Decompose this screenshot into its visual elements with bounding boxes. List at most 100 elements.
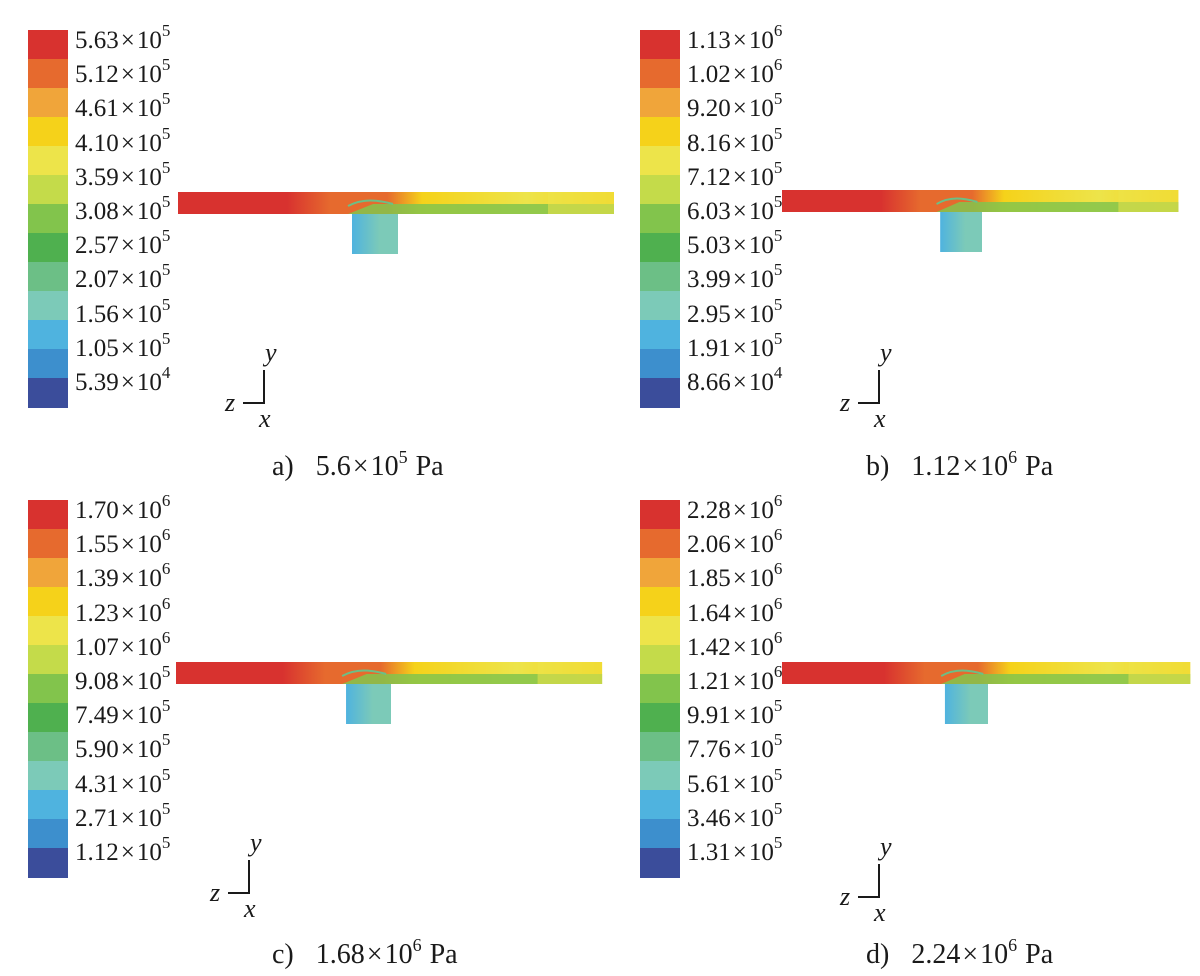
y-axis-line — [263, 370, 265, 404]
color-scale-swatch — [640, 529, 680, 559]
tick-mantissa: 1.39 — [75, 565, 119, 593]
color-scale-swatch — [28, 645, 68, 675]
tick-times: × — [732, 232, 747, 260]
caption-mantissa: 5.6 — [315, 451, 351, 482]
color-scale-tick-label: 1.64×106 — [687, 594, 782, 628]
tick-base: 10 — [136, 300, 162, 328]
tick-mantissa: 6.03 — [687, 198, 731, 225]
color-scale-swatch — [28, 500, 68, 530]
tick-times: × — [732, 531, 747, 559]
tick-times: × — [732, 61, 747, 89]
z-axis-line — [858, 402, 880, 404]
color-scale-swatch — [28, 558, 68, 588]
tick-mantissa: 1.12 — [75, 839, 119, 866]
tick-mantissa: 2.06 — [687, 531, 731, 559]
pipe-flow-streak — [940, 669, 984, 677]
tick-exponent: 5 — [161, 21, 171, 40]
tick-times: × — [732, 839, 747, 866]
tick-exponent: 5 — [161, 55, 171, 75]
tick-mantissa: 7.12 — [687, 163, 731, 191]
color-scale-tick-label: 2.57×105 — [75, 226, 170, 260]
tick-base: 10 — [748, 565, 774, 593]
tick-mantissa: 1.56 — [75, 300, 119, 328]
color-scale-swatch — [28, 175, 68, 205]
color-scale-tick-label: 3.08×105 — [75, 192, 170, 226]
tick-times: × — [732, 736, 747, 764]
tick-times: × — [120, 369, 135, 396]
pressure-contour-field — [178, 192, 614, 254]
color-scale-tick-label: 7.49×105 — [75, 696, 170, 730]
pipe-outlet-zone — [1118, 190, 1179, 212]
color-scale-tick-label: 5.12×105 — [75, 55, 170, 89]
tick-mantissa: 8.16 — [687, 129, 731, 157]
y-axis-label: y — [880, 338, 892, 367]
pipe-outlet-zone — [1128, 662, 1191, 684]
panel-caption: b) 1.12×106 Pa — [866, 447, 1053, 484]
color-scale-swatch — [640, 703, 680, 733]
color-scale-swatch — [640, 175, 680, 205]
tick-times: × — [120, 95, 135, 123]
pipe-lower-flow-band — [936, 202, 1179, 212]
tick-base: 10 — [748, 95, 774, 123]
tick-mantissa: 1.42 — [687, 633, 731, 661]
z-axis-label: z — [210, 878, 221, 907]
tick-times: × — [732, 266, 747, 294]
color-scale-swatch — [640, 378, 680, 408]
tick-mantissa: 5.12 — [75, 61, 119, 89]
color-scale-tick-label: 2.06×106 — [687, 525, 782, 559]
color-scale-swatch — [640, 117, 680, 147]
tick-exponent: 5 — [773, 294, 783, 314]
color-scale-tick-label: 7.12×105 — [687, 158, 782, 192]
tick-exponent: 6 — [773, 662, 783, 681]
color-scale-swatch — [28, 616, 68, 646]
tick-mantissa: 1.70 — [75, 497, 119, 524]
tick-base: 10 — [748, 27, 774, 54]
tick-base: 10 — [136, 129, 162, 157]
color-scale-swatch — [28, 674, 68, 704]
caption-times: × — [366, 939, 383, 970]
tick-exponent: 4 — [161, 363, 171, 382]
tick-exponent: 6 — [773, 525, 783, 545]
tick-exponent: 5 — [773, 123, 783, 143]
branch-cavity — [352, 214, 398, 254]
tick-exponent: 6 — [161, 559, 171, 579]
caption-times: × — [352, 451, 369, 482]
color-scale-swatch — [640, 761, 680, 791]
tick-base: 10 — [748, 369, 774, 396]
color-scale-tick-label: 7.76×105 — [687, 730, 782, 764]
color-scale-swatch — [640, 790, 680, 820]
pressure-contour-field — [782, 662, 1191, 724]
color-scale-swatch — [28, 529, 68, 559]
tick-exponent: 4 — [773, 363, 783, 382]
tick-base: 10 — [136, 95, 162, 123]
tick-times: × — [120, 129, 135, 157]
color-scale-tick-label: 8.16×105 — [687, 124, 782, 158]
color-scale-tick-label: 5.39×104 — [75, 363, 170, 397]
color-scale-tick-label: 1.42×106 — [687, 628, 782, 662]
tick-exponent: 5 — [773, 89, 783, 109]
pipe-lower-flow-band — [348, 204, 614, 214]
tick-exponent: 5 — [773, 730, 783, 750]
tick-exponent: 5 — [161, 226, 171, 246]
color-scale-swatch — [28, 291, 68, 321]
x-axis-label: x — [259, 404, 271, 433]
tick-times: × — [732, 497, 747, 524]
pipe-outlet-zone — [548, 192, 614, 214]
tick-times: × — [732, 27, 747, 54]
color-scale-swatch — [640, 320, 680, 350]
color-scale-tick-label: 2.07×105 — [75, 260, 170, 294]
tick-times: × — [732, 300, 747, 328]
tick-mantissa: 3.46 — [687, 804, 731, 832]
color-scale-swatch — [640, 291, 680, 321]
color-scale-tick-label: 1.02×106 — [687, 55, 782, 89]
tick-base: 10 — [748, 804, 774, 832]
tick-base: 10 — [748, 770, 774, 798]
coordinate-axes: y z x — [225, 340, 295, 432]
tick-mantissa: 3.59 — [75, 163, 119, 191]
caption-times: × — [962, 939, 979, 970]
z-axis-line — [858, 896, 880, 898]
color-scale-swatch — [28, 262, 68, 292]
color-scale-tick-label: 4.10×105 — [75, 124, 170, 158]
branch-cavity — [940, 212, 982, 252]
color-scale-swatch — [28, 204, 68, 234]
